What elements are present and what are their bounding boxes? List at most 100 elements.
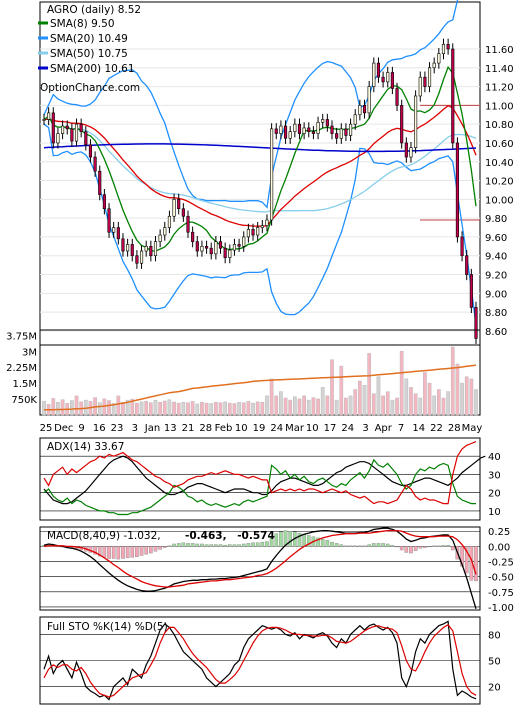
candle-body <box>265 219 269 226</box>
macd-histogram-bar <box>195 543 200 547</box>
date-tick-label: 25 <box>40 423 53 434</box>
macd-histogram-bar <box>121 546 125 559</box>
volume-bar <box>330 359 334 416</box>
volume-bar <box>209 403 214 416</box>
macd-histogram-bar <box>427 546 432 548</box>
candle-body <box>465 255 469 275</box>
candle-body <box>297 123 302 134</box>
macd-title-part: MACD(8,40,9) -1.032, <box>47 530 161 542</box>
volume-tick-label: 750K <box>11 395 37 406</box>
subpanel-tick-label: -0.75 <box>488 588 514 599</box>
volume-bar <box>432 395 437 416</box>
candle-body <box>279 125 283 134</box>
price-plot-frame <box>39 1 481 346</box>
candle-body <box>469 274 473 308</box>
date-tick-label: 23 <box>111 423 124 434</box>
volume-bar <box>232 403 237 416</box>
candle-body <box>274 128 278 134</box>
macd-histogram-bar <box>348 545 353 547</box>
macd-histogram-bar <box>423 546 427 548</box>
candle-body <box>400 105 404 144</box>
volume-bar <box>162 400 167 416</box>
subpanel-tick-label: 80 <box>488 630 501 641</box>
price-tick-label: 8.60 <box>485 327 507 338</box>
macd-histogram-bar <box>432 545 437 547</box>
candle-body <box>395 88 399 106</box>
candle-body <box>390 72 394 89</box>
volume-tick-label: 3M <box>22 347 37 358</box>
volume-tick-label: 1.5M <box>12 379 37 390</box>
candle-body <box>102 194 106 210</box>
date-tick-label: Jan <box>144 423 160 434</box>
stochastic-series-line <box>43 624 477 698</box>
macd-histogram-bar <box>209 544 214 547</box>
volume-bar <box>441 397 446 416</box>
macd-histogram-bar <box>149 546 153 554</box>
candle-body <box>418 76 422 97</box>
macd-histogram-bar <box>246 543 251 547</box>
subpanel-tick-label: 20 <box>488 683 501 694</box>
macd-histogram-bar <box>274 533 279 547</box>
macd-histogram-bar <box>464 546 469 574</box>
volume-average-line <box>44 364 477 411</box>
candle-body <box>427 67 432 87</box>
volume-bar <box>409 387 413 416</box>
price-tick-label: 10.40 <box>485 158 514 169</box>
date-tick-label: 22 <box>430 423 443 434</box>
candle-body <box>209 247 213 255</box>
candle-body <box>135 255 139 264</box>
macd-histogram-bar <box>385 543 390 547</box>
volume-bar <box>274 395 279 416</box>
candle-body <box>181 208 185 217</box>
volume-bar <box>214 402 218 416</box>
volume-bar <box>469 378 474 416</box>
volume-plot-frame <box>39 329 481 416</box>
candle-body <box>218 241 223 249</box>
volume-bar <box>413 393 418 416</box>
candle-body <box>42 119 46 121</box>
macd-histogram-bar <box>181 542 186 547</box>
volume-bar <box>390 399 395 416</box>
date-tick-label: Mar <box>285 423 305 434</box>
macd-histogram-bar <box>320 538 325 547</box>
candle-body <box>93 156 97 172</box>
candle-body <box>376 62 381 78</box>
candle-body <box>65 125 69 130</box>
volume-bar <box>135 402 139 416</box>
legend-label: SMA(20) 10.49 <box>50 33 128 45</box>
volume-bar <box>464 376 469 416</box>
macd-histogram-bar <box>325 540 330 547</box>
volume-bar <box>311 397 316 416</box>
candle-body <box>330 125 334 134</box>
date-tick-label: 9 <box>78 423 84 434</box>
candle-body <box>441 43 446 54</box>
volume-bar <box>148 402 153 416</box>
subpanel-tick-label: -0.25 <box>488 558 514 569</box>
price-tick-label: 11.40 <box>485 64 514 75</box>
volume-bar <box>251 402 255 416</box>
macd-histogram-bar <box>93 546 97 555</box>
macd-histogram-bar <box>399 546 404 551</box>
candle-body <box>344 128 348 136</box>
date-tick-label: 13 <box>164 423 177 434</box>
macd-histogram-bar <box>474 546 478 582</box>
macd-histogram-bar <box>232 544 237 547</box>
volume-bar <box>358 380 362 416</box>
volume-bar <box>297 398 302 416</box>
candle-body <box>260 225 264 228</box>
date-tick-label: 24 <box>341 423 354 434</box>
volume-bar <box>283 397 288 416</box>
volume-bar <box>74 395 79 416</box>
candle-body <box>228 249 232 258</box>
macd-histogram-bar <box>227 544 232 547</box>
macd-histogram-bar <box>223 544 227 547</box>
date-tick-label: 28 <box>199 423 212 434</box>
date-axis: 25 Dec 9 16 23 3 Jan 13 21 28 Feb 10 19 24 Mar 10 17 24 3 A… <box>40 423 483 434</box>
candle-body <box>437 53 441 64</box>
volume-bar <box>121 402 125 416</box>
volume-bar <box>130 398 135 416</box>
macd-histogram-bar <box>306 535 311 547</box>
volume-bar <box>190 401 195 416</box>
